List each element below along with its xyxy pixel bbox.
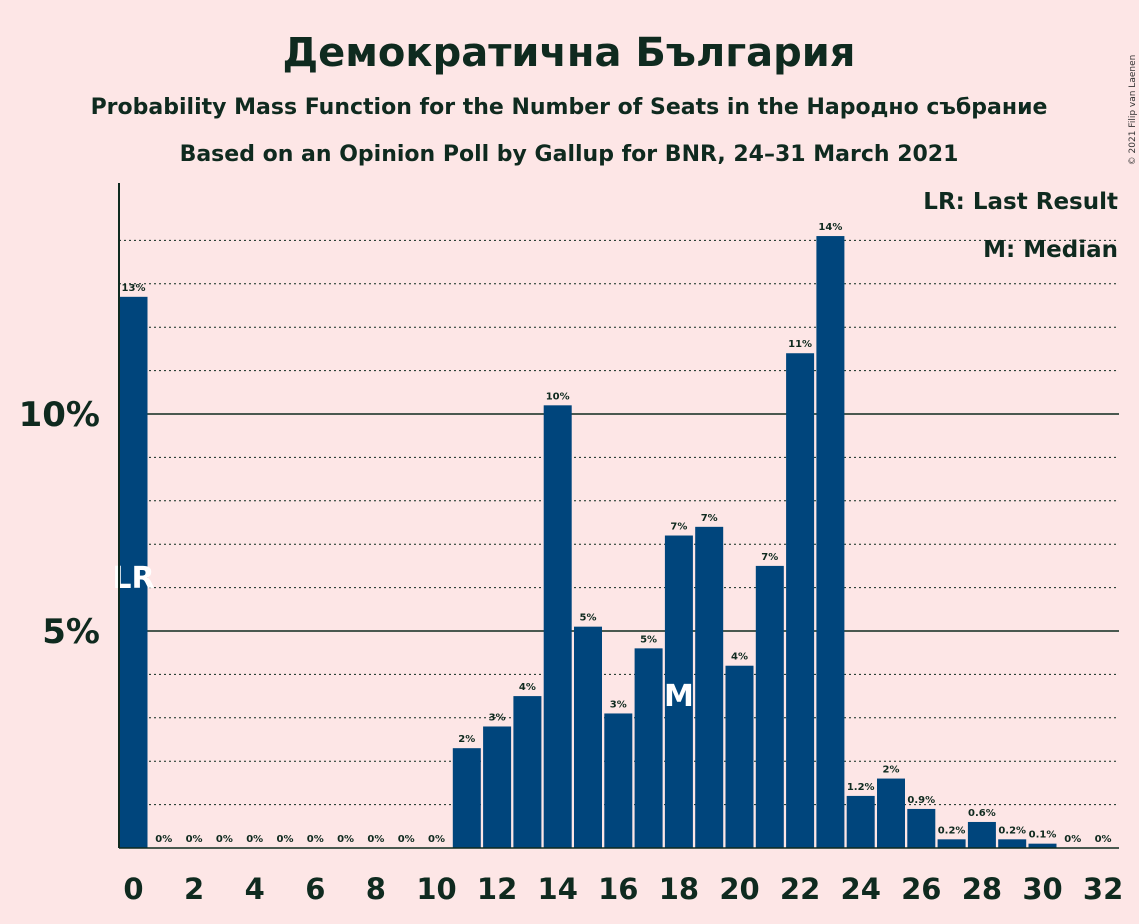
data-label: 0.9% xyxy=(907,795,935,806)
data-label: 4% xyxy=(731,652,748,663)
copyright-notice: © 2021 Filip van Laenen xyxy=(1128,55,1138,166)
data-label: 14% xyxy=(818,222,842,233)
data-label: 0.2% xyxy=(998,825,1026,836)
data-label: 7% xyxy=(701,513,718,524)
data-label: 0% xyxy=(155,834,172,845)
y-axis-ticks: 5% 10% xyxy=(19,395,100,652)
data-label: 1.2% xyxy=(847,782,875,793)
bar-seats-30 xyxy=(1028,843,1057,848)
x-tick-label: 24 xyxy=(841,872,881,906)
data-label: 0% xyxy=(216,834,233,845)
data-label: 2% xyxy=(458,734,475,745)
bar-seats-17 xyxy=(634,648,663,848)
chart-subtitle-1: Probability Mass Function for the Number… xyxy=(91,95,1048,120)
data-label: 4% xyxy=(519,682,536,693)
data-label: 13% xyxy=(122,283,146,294)
bar-seats-24 xyxy=(846,795,875,848)
bar-seats-12 xyxy=(483,726,512,848)
x-tick-label: 0 xyxy=(123,872,143,906)
x-tick-label: 28 xyxy=(962,872,1002,906)
data-label: 0% xyxy=(367,834,384,845)
data-label: 0% xyxy=(1095,834,1112,845)
bar-seats-13 xyxy=(513,696,542,848)
data-label: 7% xyxy=(761,552,778,563)
bar-seats-25 xyxy=(877,778,905,848)
y-tick-label: 5% xyxy=(42,612,100,652)
x-tick-label: 2 xyxy=(184,872,204,906)
data-label: 11% xyxy=(788,339,812,350)
data-label: 10% xyxy=(546,391,570,402)
x-tick-label: 12 xyxy=(477,872,517,906)
x-tick-label: 20 xyxy=(719,872,759,906)
chart-subtitle-2: Based on an Opinion Poll by Gallup for B… xyxy=(180,142,959,167)
bar-seats-27 xyxy=(937,839,966,848)
bar-seats-16 xyxy=(604,713,633,848)
data-label: 5% xyxy=(580,613,597,624)
data-label: 0% xyxy=(277,834,294,845)
legend-median: M: Median xyxy=(983,237,1118,263)
data-label: 0% xyxy=(186,834,203,845)
data-label: 0% xyxy=(307,834,324,845)
data-label: 0% xyxy=(337,834,354,845)
x-tick-label: 26 xyxy=(901,872,941,906)
bar-seats-11 xyxy=(452,748,481,848)
data-label: 0.2% xyxy=(938,825,966,836)
x-tick-label: 18 xyxy=(659,872,699,906)
data-label: 0% xyxy=(428,834,445,845)
bar-seats-22 xyxy=(786,353,815,848)
data-label: 0.6% xyxy=(968,808,996,819)
bar-seats-23 xyxy=(816,236,845,848)
data-label: 7% xyxy=(670,522,687,533)
bar-seats-14 xyxy=(543,405,572,848)
data-label: 0% xyxy=(398,834,415,845)
x-axis-ticks: 0 2 4 6 8 10 12 14 16 18 20 22 24 26 28 30 32 xyxy=(123,872,1123,906)
data-label: 5% xyxy=(640,634,657,645)
x-tick-label: 22 xyxy=(780,872,820,906)
bar-seats-26 xyxy=(907,808,936,848)
x-tick-label: 30 xyxy=(1022,872,1062,906)
bar-seats-28 xyxy=(967,821,996,848)
legend-last-result: LR: Last Result xyxy=(923,189,1118,215)
data-label: 0% xyxy=(246,834,263,845)
data-labels-group: 13% 0% 0% 0% 0% 0% 0% 0% 0% 0% 0% 2% 3% 4% 10% 5% 3% 5% 7%… xyxy=(122,222,1112,845)
x-tick-label: 16 xyxy=(598,872,638,906)
bars-group xyxy=(119,236,1057,848)
x-tick-label: 10 xyxy=(416,872,456,906)
data-label: 2% xyxy=(883,765,900,776)
x-tick-label: 6 xyxy=(305,872,325,906)
bar-seats-29 xyxy=(998,839,1027,848)
data-label: 0.1% xyxy=(1029,830,1057,841)
x-tick-label: 32 xyxy=(1083,872,1123,906)
y-tick-label: 10% xyxy=(19,395,100,435)
data-label: 0% xyxy=(1064,834,1081,845)
bar-seats-21 xyxy=(755,565,784,848)
data-label: 3% xyxy=(489,712,506,723)
x-tick-label: 14 xyxy=(538,872,578,906)
markers-group: LRM xyxy=(112,561,693,714)
data-label: 3% xyxy=(610,699,627,710)
bar-seats-0 xyxy=(119,296,148,848)
x-tick-label: 4 xyxy=(245,872,265,906)
median-marker: M xyxy=(664,679,694,714)
bar-seats-20 xyxy=(725,665,754,848)
bar-seats-18 xyxy=(664,535,693,848)
bar-seats-19 xyxy=(695,526,724,848)
bar-seats-15 xyxy=(574,626,602,848)
x-tick-label: 8 xyxy=(366,872,386,906)
chart-title: Демократична България xyxy=(282,30,855,76)
